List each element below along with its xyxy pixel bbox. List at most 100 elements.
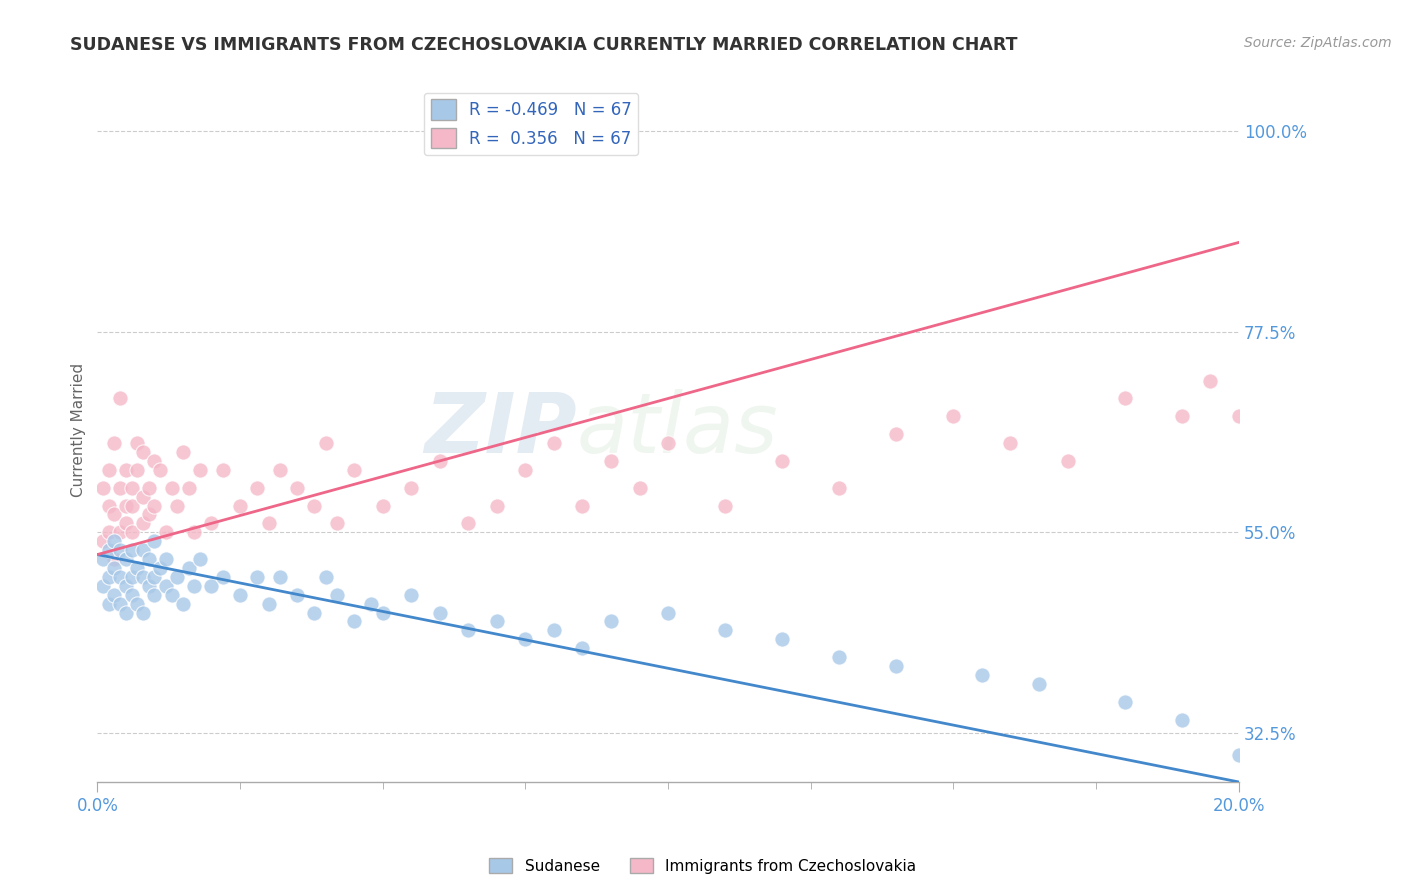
Point bbox=[200, 579, 222, 593]
Point bbox=[828, 481, 851, 495]
Text: SUDANESE VS IMMIGRANTS FROM CZECHOSLOVAKIA CURRENTLY MARRIED CORRELATION CHART: SUDANESE VS IMMIGRANTS FROM CZECHOSLOVAK… bbox=[70, 36, 1018, 54]
Point bbox=[714, 624, 737, 638]
Point bbox=[166, 570, 188, 584]
Point bbox=[371, 499, 394, 513]
Point bbox=[143, 534, 166, 549]
Point bbox=[108, 525, 131, 540]
Point bbox=[399, 588, 422, 602]
Point bbox=[177, 481, 200, 495]
Legend: Sudanese, Immigrants from Czechoslovakia: Sudanese, Immigrants from Czechoslovakia bbox=[484, 852, 922, 880]
Point bbox=[132, 490, 155, 504]
Point bbox=[132, 445, 155, 459]
Point bbox=[160, 481, 183, 495]
Point bbox=[657, 436, 679, 450]
Point bbox=[886, 659, 908, 673]
Point bbox=[360, 597, 382, 611]
Point bbox=[229, 588, 252, 602]
Y-axis label: Currently Married: Currently Married bbox=[72, 363, 86, 497]
Point bbox=[886, 427, 908, 442]
Point bbox=[138, 481, 160, 495]
Point bbox=[155, 525, 177, 540]
Text: ZIP: ZIP bbox=[425, 389, 576, 470]
Point bbox=[828, 650, 851, 665]
Point bbox=[132, 516, 155, 531]
Point bbox=[160, 588, 183, 602]
Point bbox=[183, 525, 205, 540]
Point bbox=[108, 481, 131, 495]
Point bbox=[657, 606, 679, 620]
Point bbox=[269, 463, 291, 477]
Point bbox=[108, 570, 131, 584]
Point bbox=[138, 579, 160, 593]
Point bbox=[515, 463, 537, 477]
Point bbox=[91, 481, 114, 495]
Point bbox=[177, 561, 200, 575]
Point bbox=[138, 508, 160, 522]
Point bbox=[97, 597, 120, 611]
Point bbox=[628, 481, 651, 495]
Point bbox=[108, 543, 131, 558]
Point bbox=[97, 499, 120, 513]
Point bbox=[571, 641, 593, 656]
Point bbox=[269, 570, 291, 584]
Point bbox=[571, 499, 593, 513]
Point bbox=[770, 632, 793, 647]
Point bbox=[457, 624, 479, 638]
Point bbox=[172, 445, 194, 459]
Point bbox=[155, 552, 177, 566]
Point bbox=[103, 561, 125, 575]
Point bbox=[103, 436, 125, 450]
Point bbox=[121, 588, 143, 602]
Point bbox=[97, 543, 120, 558]
Point bbox=[343, 463, 366, 477]
Point bbox=[770, 454, 793, 468]
Point bbox=[212, 463, 235, 477]
Point bbox=[121, 543, 143, 558]
Point bbox=[183, 579, 205, 593]
Point bbox=[315, 570, 337, 584]
Point bbox=[1056, 454, 1078, 468]
Point bbox=[246, 481, 269, 495]
Point bbox=[121, 525, 143, 540]
Point bbox=[326, 516, 349, 531]
Point bbox=[399, 481, 422, 495]
Point bbox=[302, 499, 325, 513]
Point bbox=[343, 615, 366, 629]
Point bbox=[143, 570, 166, 584]
Point bbox=[172, 597, 194, 611]
Point bbox=[115, 516, 138, 531]
Point bbox=[188, 463, 211, 477]
Point bbox=[149, 463, 172, 477]
Point bbox=[1227, 748, 1250, 763]
Point bbox=[91, 552, 114, 566]
Point bbox=[257, 516, 280, 531]
Point bbox=[166, 499, 188, 513]
Point bbox=[942, 409, 965, 424]
Point bbox=[91, 579, 114, 593]
Point bbox=[143, 588, 166, 602]
Point bbox=[1170, 713, 1192, 727]
Point bbox=[188, 552, 211, 566]
Point bbox=[212, 570, 235, 584]
Point bbox=[485, 615, 508, 629]
Point bbox=[1227, 409, 1250, 424]
Point bbox=[285, 588, 308, 602]
Point bbox=[121, 481, 143, 495]
Point bbox=[543, 436, 565, 450]
Point bbox=[97, 570, 120, 584]
Point bbox=[257, 597, 280, 611]
Point bbox=[115, 463, 138, 477]
Point bbox=[132, 543, 155, 558]
Point bbox=[143, 499, 166, 513]
Point bbox=[371, 606, 394, 620]
Point bbox=[600, 454, 623, 468]
Point bbox=[143, 454, 166, 468]
Point bbox=[108, 597, 131, 611]
Point bbox=[429, 454, 451, 468]
Point bbox=[315, 436, 337, 450]
Point bbox=[457, 516, 479, 531]
Point bbox=[127, 597, 149, 611]
Point bbox=[1028, 677, 1050, 691]
Point bbox=[121, 499, 143, 513]
Text: atlas: atlas bbox=[576, 389, 779, 470]
